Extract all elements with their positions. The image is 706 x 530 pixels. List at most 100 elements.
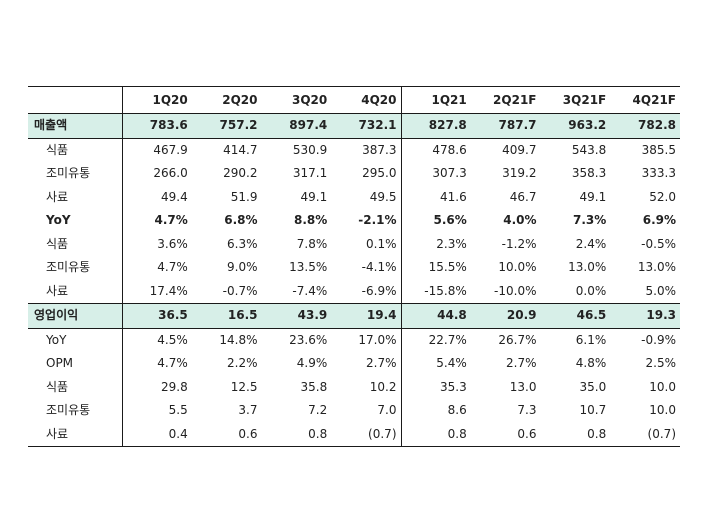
table-cell: 4.0% <box>503 213 537 227</box>
table-cell: 317.1 <box>292 166 328 180</box>
table-cell: 49.1 <box>579 189 607 204</box>
table-cell: 49.1 <box>300 189 328 204</box>
table-cell: 0.0% <box>575 283 607 298</box>
table-row: 식품 467.9 414.7 530.9 387.3 478.6 409.7 543.8 385… <box>28 138 680 162</box>
table-cell: 5.5 <box>121 399 192 423</box>
table-cell: 35.0 <box>579 379 607 394</box>
table-cell: 409.7 <box>502 142 537 157</box>
table-row: 영업이익 36.5 16.5 43.9 19.4 44.8 20.9 46.5 19.3 <box>28 303 680 329</box>
table-cell: 19.3 <box>610 303 680 329</box>
row-label: 영업이익 <box>28 303 122 329</box>
table-cell: 5.0% <box>645 283 677 298</box>
table-cell: 52.0 <box>649 189 676 204</box>
table-cell: 6.9% <box>642 213 676 227</box>
table-cell: 4.8% <box>575 356 607 370</box>
table-header-row: 1Q20 2Q20 3Q20 4Q20 1Q21 2Q21F 3Q21F 4Q2… <box>28 86 680 114</box>
table-cell: 5.4% <box>400 352 471 376</box>
table-cell: 19.4 <box>331 303 401 329</box>
column-header-3q21f: 3Q21F <box>540 86 611 114</box>
table-cell: 3.7 <box>238 403 258 417</box>
table-cell: 46.7 <box>509 189 537 204</box>
table-cell: -2.1% <box>358 213 397 227</box>
table-cell: 0.4 <box>121 422 192 447</box>
table-cell: 16.5 <box>191 303 262 329</box>
table-cell: 14.8% <box>219 332 258 347</box>
table-cell: 7.0 <box>377 403 397 417</box>
table-cell: 5.6% <box>400 209 471 233</box>
table-cell: 0.8 <box>261 422 332 447</box>
table-cell: 2.3% <box>400 232 471 256</box>
table-cell: 8.8% <box>293 213 328 227</box>
table-cell: 307.3 <box>400 162 471 186</box>
table-cell: 10.2 <box>369 379 397 394</box>
table-cell: 3.6% <box>121 232 192 256</box>
table-cell: 2.4% <box>575 236 607 251</box>
table-cell: 36.5 <box>121 303 192 329</box>
table-cell: (0.7) <box>610 422 680 447</box>
table-cell: 787.7 <box>470 113 541 139</box>
column-header-3q20: 3Q20 <box>261 86 332 114</box>
table-cell: 22.7% <box>400 328 471 352</box>
table-cell: 358.3 <box>571 166 607 180</box>
table-cell: 6.3% <box>227 236 258 251</box>
table-cell: 732.1 <box>331 113 401 139</box>
table-cell: 49.5 <box>369 189 397 204</box>
table-cell: 266.0 <box>121 162 192 186</box>
table-cell: -10.0% <box>494 283 537 298</box>
table-row: 조미유통 5.5 3.7 7.2 7.0 8.6 7.3 10.7 10.0 <box>28 399 680 423</box>
row-label: 매출액 <box>28 113 122 139</box>
table-cell: 4.7% <box>121 256 192 280</box>
table-cell: 8.6 <box>400 399 471 423</box>
column-header-1q21: 1Q21 <box>400 86 471 114</box>
table-cell: 333.3 <box>641 166 676 180</box>
column-header-2q21f: 2Q21F <box>470 86 541 114</box>
table-cell: 827.8 <box>400 113 471 139</box>
table-cell: 46.5 <box>540 303 611 329</box>
table-cell: 295.0 <box>362 166 397 180</box>
column-header-2q20: 2Q20 <box>191 86 262 114</box>
table-cell: 385.5 <box>641 142 676 157</box>
table-cell: 41.6 <box>400 185 471 209</box>
table-cell: 0.6 <box>191 422 262 447</box>
table-row: YoY 4.5% 14.8% 23.6% 17.0% 22.7% 26.7% 6.1% -0.9… <box>28 328 680 352</box>
table-cell: 12.5 <box>230 379 258 394</box>
table-row: YoY 4.7% 6.8% 8.8% -2.1% 5.6% 4.0% 7.3% 6.9% <box>28 209 680 233</box>
table-cell: 4.7% <box>121 209 192 233</box>
table-cell: 51.9 <box>230 189 258 204</box>
table-cell: 10.0 <box>649 403 676 417</box>
table-cell: 4.7% <box>121 352 192 376</box>
table-cell: 17.0% <box>358 332 397 347</box>
table-cell: 13.0% <box>637 260 676 274</box>
table-cell: -0.9% <box>641 332 676 347</box>
table-cell: 17.4% <box>121 279 192 304</box>
table-cell: 757.2 <box>191 113 262 139</box>
table-cell: 13.5% <box>289 260 328 274</box>
table-row: 식품 29.8 12.5 35.8 10.2 35.3 13.0 35.0 10.0 <box>28 375 680 399</box>
table-cell: 4.5% <box>121 328 192 352</box>
financial-table: 1Q20 2Q20 3Q20 4Q20 1Q21 2Q21F 3Q21F 4Q2… <box>28 86 680 447</box>
table-row: 사료 49.4 51.9 49.1 49.5 41.6 46.7 49.1 52.0 <box>28 185 680 209</box>
table-row: OPM 4.7% 2.2% 4.9% 2.7% 5.4% 2.7% 4.8% 2.5% <box>28 352 680 376</box>
table-cell: 23.6% <box>289 332 328 347</box>
table-cell: 7.3% <box>572 213 607 227</box>
table-cell: 10.0 <box>649 379 676 394</box>
table-cell: 387.3 <box>362 142 397 157</box>
table-cell: 290.2 <box>223 166 258 180</box>
table-cell: -0.7% <box>222 283 258 298</box>
table-cell: 13.0% <box>568 260 607 274</box>
table-cell: 0.8 <box>400 422 471 447</box>
table-cell: 782.8 <box>610 113 680 139</box>
row-label: 사료 <box>28 422 122 447</box>
table-cell: 7.8% <box>296 236 328 251</box>
column-header-4q21f: 4Q21F <box>610 86 680 114</box>
table-cell: 7.2 <box>308 403 328 417</box>
table-cell: 897.4 <box>261 113 332 139</box>
row-label: 식품 <box>46 236 69 251</box>
table-cell: -4.1% <box>361 260 397 274</box>
row-label: 조미유통 <box>46 403 91 417</box>
row-label: YoY <box>46 332 67 347</box>
table-cell: 10.0% <box>498 260 537 274</box>
table-cell: 35.8 <box>300 379 328 394</box>
table-cell: 35.3 <box>400 375 471 399</box>
table-cell: (0.7) <box>331 422 401 447</box>
